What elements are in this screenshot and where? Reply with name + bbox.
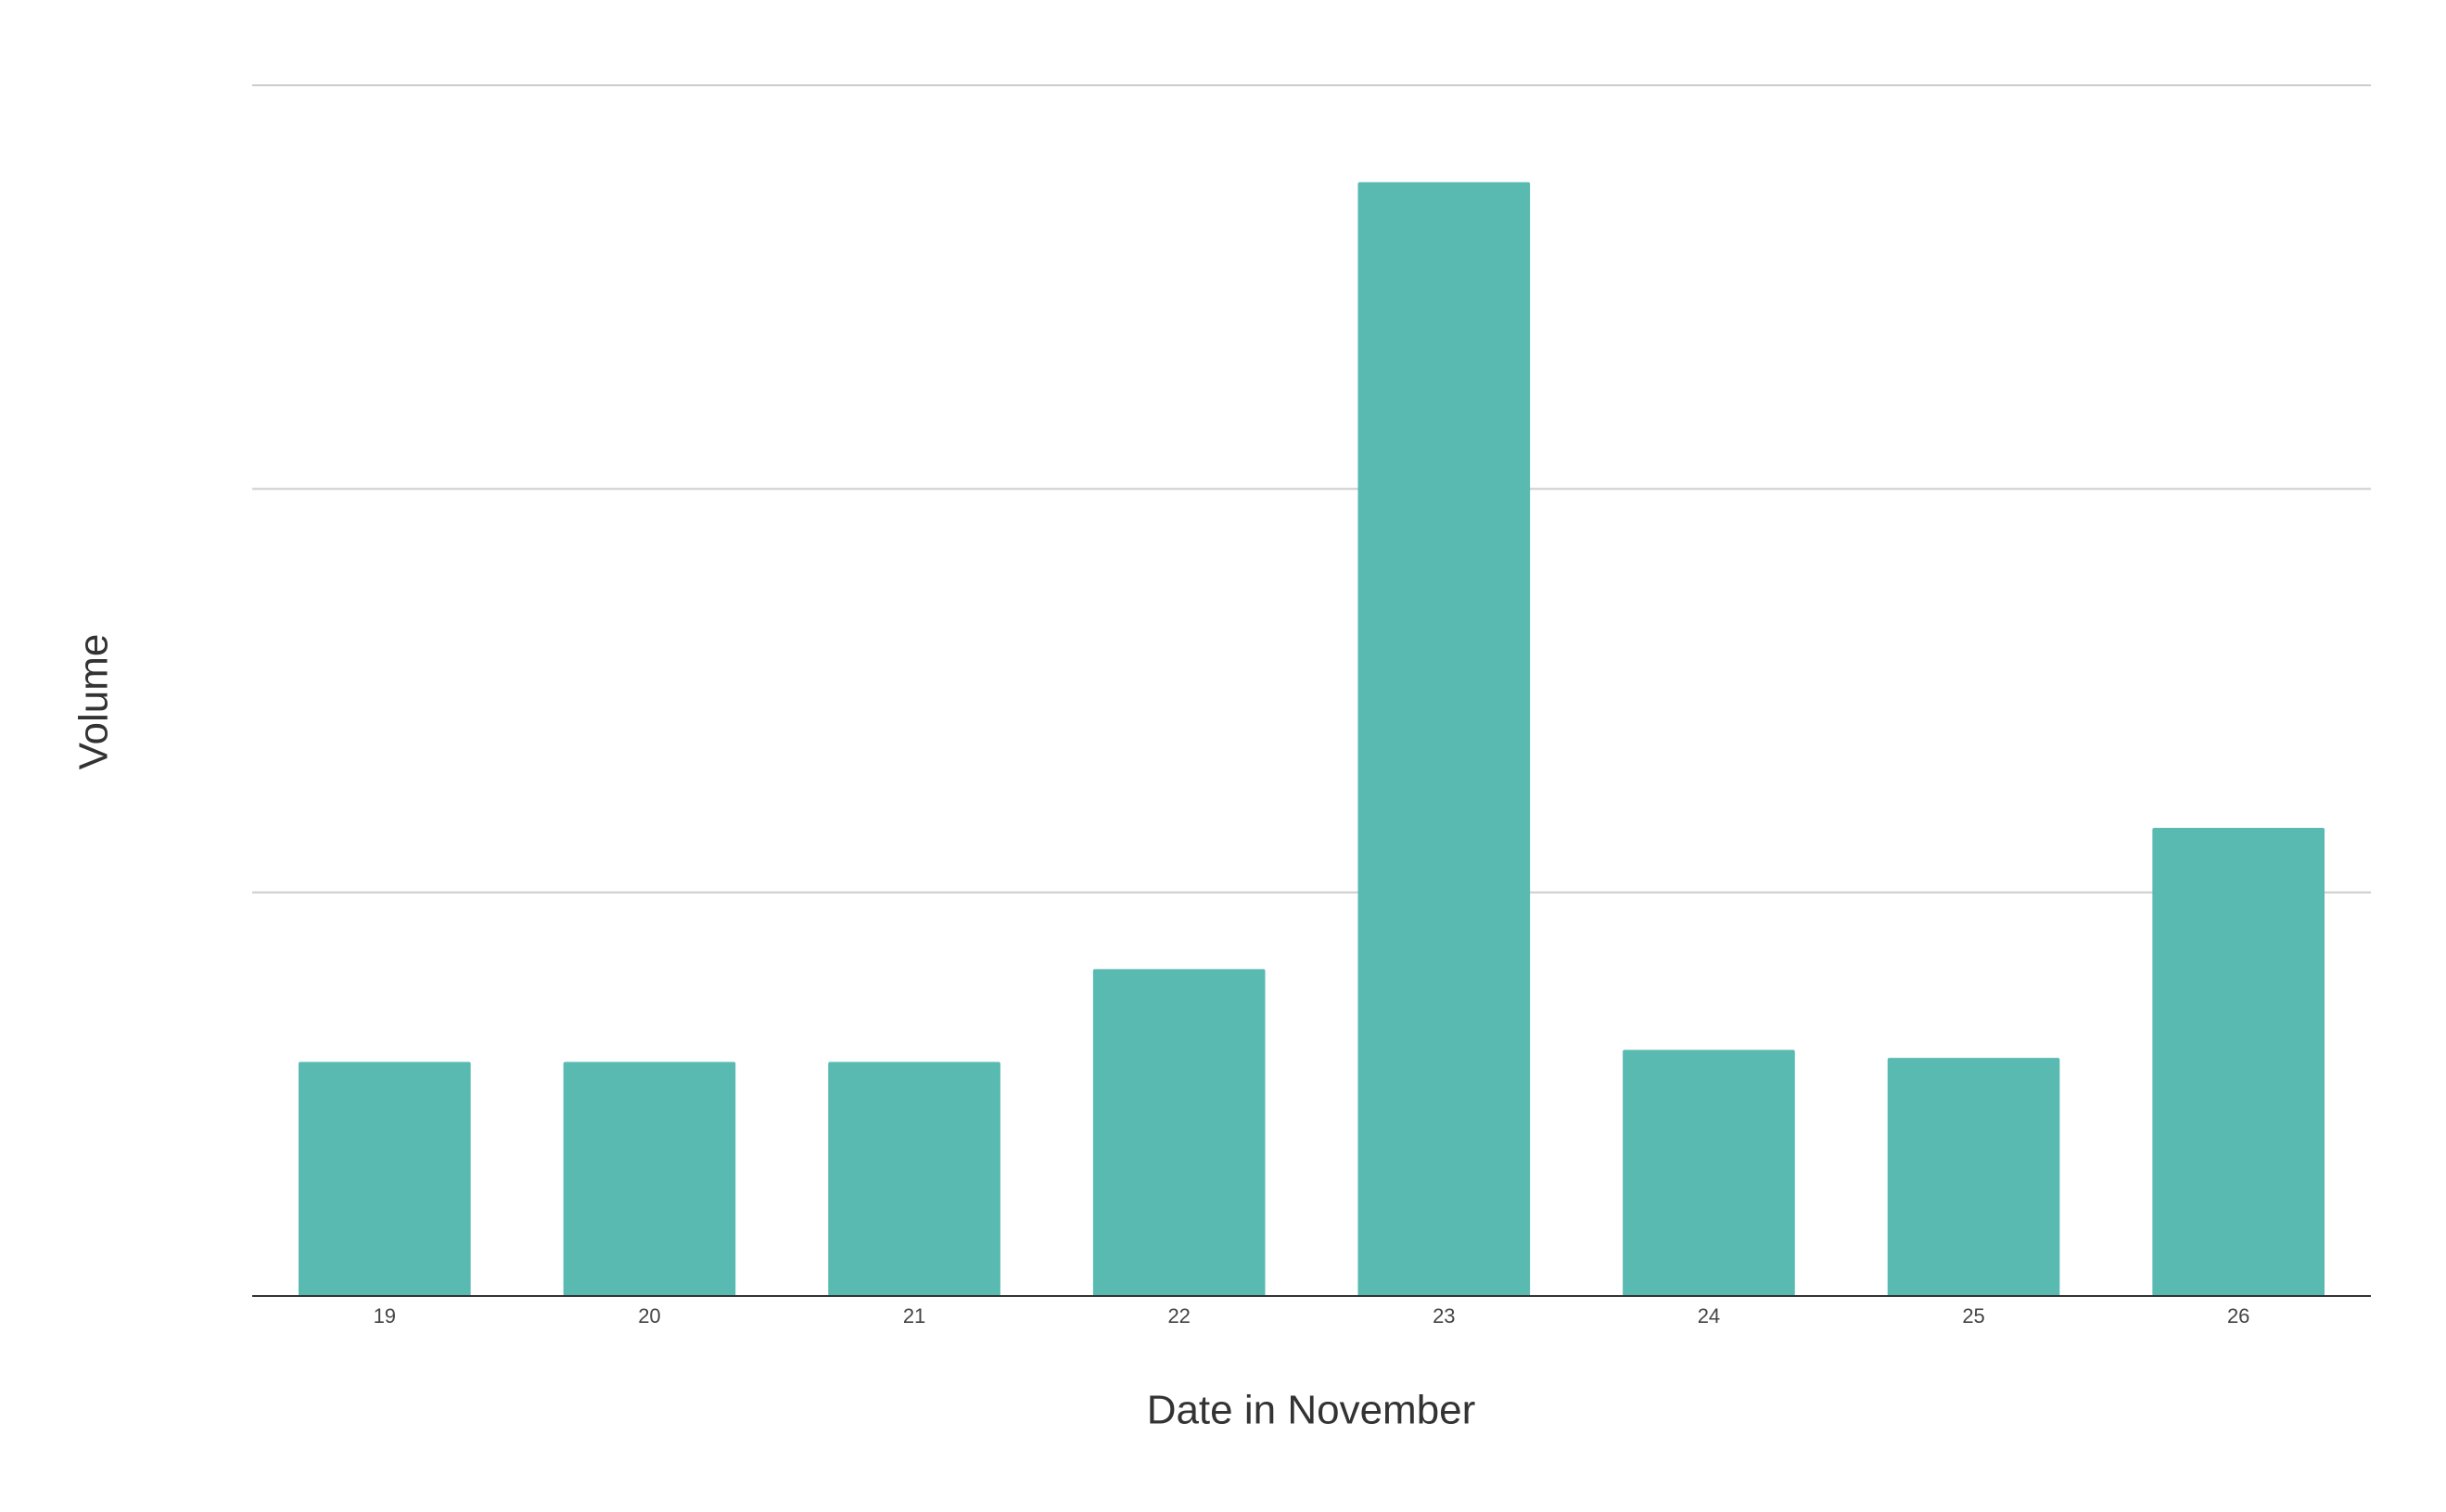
x-tick-label: 26 [2227,1304,2249,1328]
y-axis-title: Volume [71,634,117,770]
bar [1357,182,1531,1297]
x-tick-label: 21 [903,1304,925,1328]
bar [298,1061,471,1296]
x-tick-label: 25 [1962,1304,1984,1328]
bar [1623,1049,1795,1296]
x-axis-title: Date in November [1147,1388,1476,1433]
x-tick-label: 23 [1433,1304,1455,1328]
bar [1887,1058,2060,1296]
x-tick-label: 20 [638,1304,660,1328]
x-tick-label: 19 [374,1304,396,1328]
bar [563,1061,736,1296]
bar [1092,969,1266,1296]
x-tick-label: 22 [1167,1304,1190,1328]
bar [2152,828,2325,1296]
bar [828,1061,1000,1296]
x-tick-label: 24 [1698,1304,1720,1328]
